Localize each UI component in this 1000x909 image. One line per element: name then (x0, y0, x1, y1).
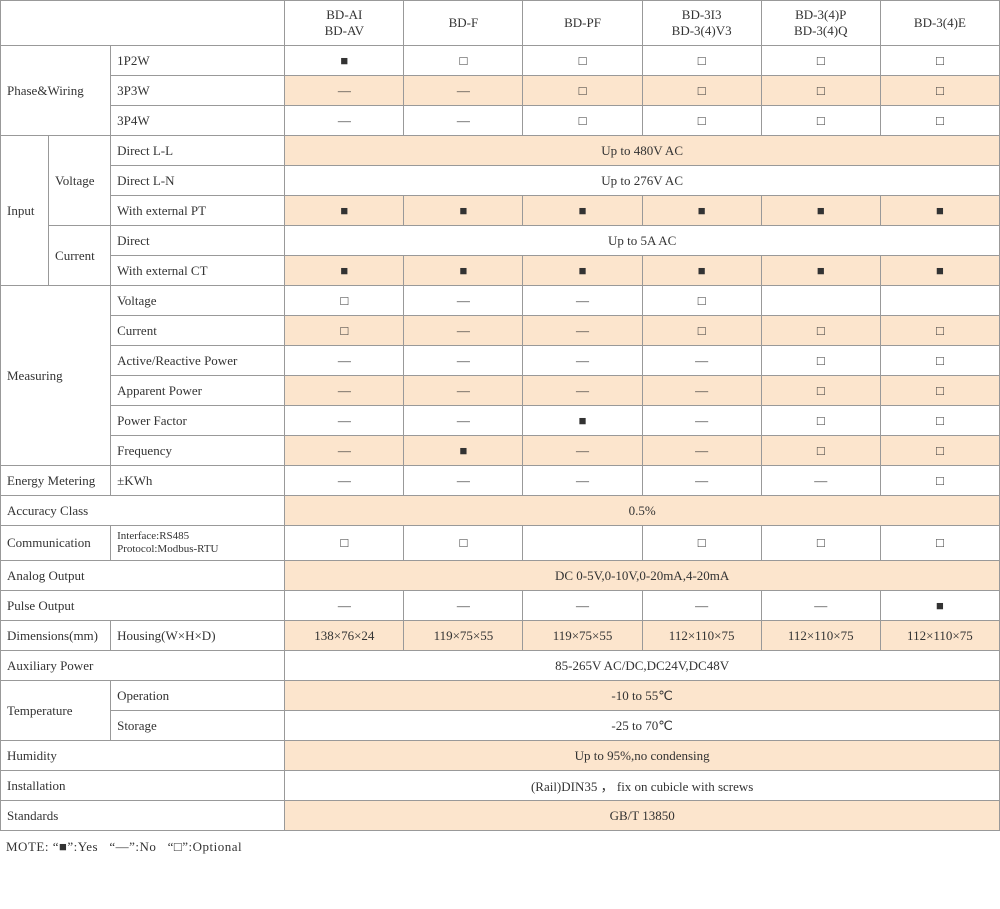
col-header-3: BD-3I3 BD-3(4)V3 (642, 1, 761, 46)
input-voltage-row-2: With external PT ■ ■ ■ ■ ■ ■ (1, 196, 1000, 226)
input-label: Input (1, 136, 49, 286)
col-header-0: BD-AI BD-AV (285, 1, 404, 46)
aux-label: Auxiliary Power (1, 651, 285, 681)
comm-row: Communication Interface:RS485 Protocol:M… (1, 526, 1000, 561)
input-current-row-0: Current Direct Up to 5A AC (1, 226, 1000, 256)
measuring-row-2: Active/Reactive Power — — — — □ □ (1, 346, 1000, 376)
accuracy-label: Accuracy Class (1, 496, 285, 526)
energy-label: Energy Metering (1, 466, 111, 496)
col-header-1: BD-F (404, 1, 523, 46)
legend-note: MOTE: “■”:Yes “—”:No “□”:Optional (0, 831, 1000, 863)
input-current-row-1: With external CT ■ ■ ■ ■ ■ ■ (1, 256, 1000, 286)
temp-label: Temperature (1, 681, 111, 741)
phase-sublabel: 1P2W (111, 46, 285, 76)
voltage-label: Voltage (49, 136, 111, 226)
measuring-row-4: Power Factor — — ■ — □ □ (1, 406, 1000, 436)
standards-label: Standards (1, 801, 285, 831)
accuracy-row: Accuracy Class 0.5% (1, 496, 1000, 526)
current-label: Current (49, 226, 111, 286)
aux-row: Auxiliary Power 85-265V AC/DC,DC24V,DC48… (1, 651, 1000, 681)
measuring-row-5: Frequency — ■ — — □ □ (1, 436, 1000, 466)
col-header-line2: BD-AV (325, 23, 365, 38)
analog-row: Analog Output DC 0-5V,0-10V,0-20mA,4-20m… (1, 561, 1000, 591)
comm-sub: Interface:RS485 Protocol:Modbus-RTU (111, 526, 285, 561)
dims-label: Dimensions(mm) (1, 621, 111, 651)
temp-row-0: Temperature Operation -10 to 55℃ (1, 681, 1000, 711)
pulse-row: Pulse Output — — — — — ■ (1, 591, 1000, 621)
input-voltage-row-0: Input Voltage Direct L-L Up to 480V AC (1, 136, 1000, 166)
measuring-row-1: Current □ — — □ □ □ (1, 316, 1000, 346)
header-blank (1, 1, 285, 46)
install-row: Installation (Rail)DIN35 ， fix on cubicl… (1, 771, 1000, 801)
input-voltage-row-1: Direct L-N Up to 276V AC (1, 166, 1000, 196)
col-header-line1: BD-AI (326, 7, 362, 22)
phase-row-2: 3P4W — — □ □ □ □ (1, 106, 1000, 136)
standards-row: Standards GB/T 13850 (1, 801, 1000, 831)
header-row: BD-AI BD-AV BD-F BD-PF BD-3I3 BD-3(4)V3 … (1, 1, 1000, 46)
temp-row-1: Storage -25 to 70℃ (1, 711, 1000, 741)
pulse-label: Pulse Output (1, 591, 285, 621)
measuring-row-0: Measuring Voltage □ — — □ (1, 286, 1000, 316)
col-header-2: BD-PF (523, 1, 642, 46)
phase-row-0: Phase&Wiring 1P2W ■ □ □ □ □ □ (1, 46, 1000, 76)
humidity-label: Humidity (1, 741, 285, 771)
col-header-5: BD-3(4)E (880, 1, 999, 46)
energy-row: Energy Metering ±KWh — — — — — □ (1, 466, 1000, 496)
phase-label: Phase&Wiring (1, 46, 111, 136)
analog-label: Analog Output (1, 561, 285, 591)
install-label: Installation (1, 771, 285, 801)
phase-row-1: 3P3W — — □ □ □ □ (1, 76, 1000, 106)
humidity-row: Humidity Up to 95%,no condensing (1, 741, 1000, 771)
measuring-row-3: Apparent Power — — — — □ □ (1, 376, 1000, 406)
spec-table: BD-AI BD-AV BD-F BD-PF BD-3I3 BD-3(4)V3 … (0, 0, 1000, 831)
col-header-4: BD-3(4)P BD-3(4)Q (761, 1, 880, 46)
measuring-label: Measuring (1, 286, 111, 466)
dims-row: Dimensions(mm) Housing(W×H×D) 138×76×24 … (1, 621, 1000, 651)
comm-label: Communication (1, 526, 111, 561)
